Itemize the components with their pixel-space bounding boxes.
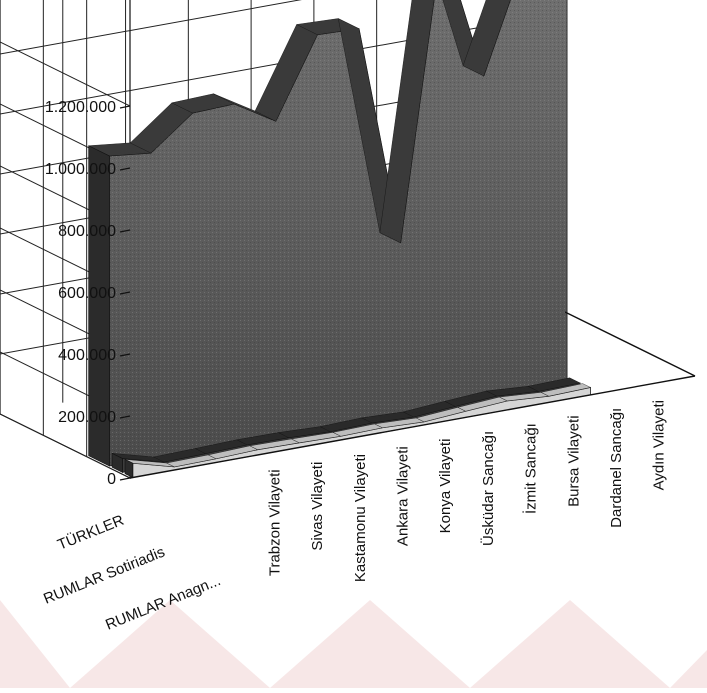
floor-right-edge: [565, 312, 695, 376]
y-tick-label: 800.000: [58, 223, 116, 240]
y-tick-label: 0: [107, 471, 116, 488]
y-tick-label: 400.000: [58, 347, 116, 364]
category-label: Dardanel Sancağı: [608, 408, 625, 528]
series-label: RUMLAR Sotiriadis: [41, 544, 167, 608]
category-label: Konya Vilayeti: [437, 439, 454, 534]
bottom-decoration: [0, 600, 707, 688]
y-tick-label: 1.200.000: [45, 99, 116, 116]
category-label: Bursa Vilayeti: [565, 415, 582, 506]
category-label: Ankara Vilayeti: [395, 446, 412, 546]
series-label: TÜRKLER: [55, 511, 127, 554]
category-label: Üsküdar Sancağı: [479, 431, 497, 546]
category-label: İzmit Sancağı: [522, 423, 540, 514]
y-tick-label: 600.000: [58, 285, 116, 302]
y-tick-mark: [120, 478, 130, 480]
y-tick-label: 1.000.000: [45, 161, 116, 178]
category-label: Kastamonu Vilayeti: [352, 454, 369, 582]
category-label: Trabzon Vilayeti: [267, 469, 284, 576]
category-label: Sivas Vilayeti: [309, 462, 326, 551]
category-label: Aydın Vilayeti: [651, 400, 668, 490]
y-tick-label: 200.000: [58, 409, 116, 426]
